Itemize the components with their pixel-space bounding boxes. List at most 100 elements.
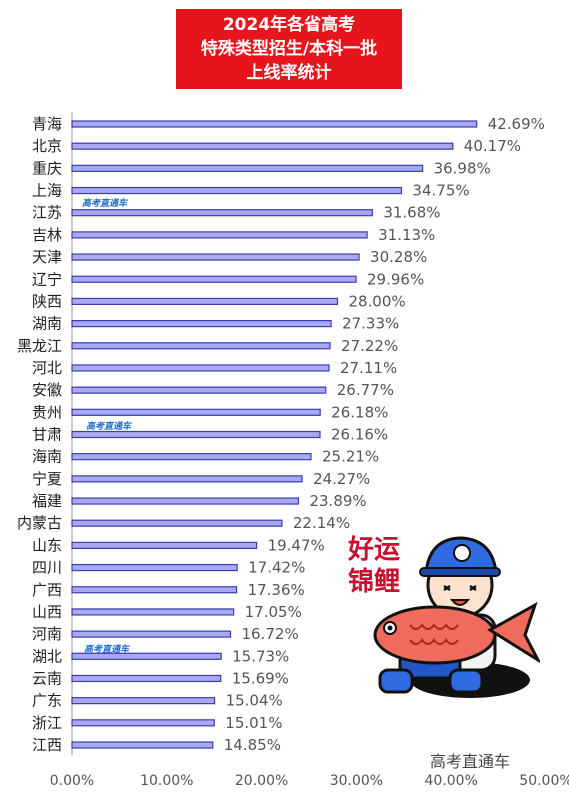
bar-四川 xyxy=(71,563,238,572)
value-label: 15.04% xyxy=(226,692,283,710)
bar-广东 xyxy=(71,697,216,705)
category-label: 安徽 xyxy=(32,381,62,399)
bar-河北 xyxy=(71,364,330,372)
bar-重庆 xyxy=(71,164,424,172)
category-label: 江苏 xyxy=(32,204,62,222)
value-label: 14.85% xyxy=(224,736,281,754)
bar-陕西 xyxy=(71,297,339,306)
category-label: 陕西 xyxy=(32,292,62,310)
category-label: 河北 xyxy=(32,359,62,377)
bar-北京 xyxy=(71,142,454,150)
category-label: 宁夏 xyxy=(32,470,62,488)
bar-辽宁 xyxy=(71,275,357,283)
category-label: 黑龙江 xyxy=(17,337,62,355)
bar-海南 xyxy=(71,453,312,461)
bar-天津 xyxy=(71,253,360,261)
koi-scales xyxy=(409,623,459,645)
bar-江苏 xyxy=(71,209,373,217)
value-label: 27.22% xyxy=(341,337,398,355)
category-label: 山东 xyxy=(32,536,62,554)
category-label: 甘肃 xyxy=(32,426,62,444)
bar-吉林 xyxy=(71,231,368,239)
category-label: 浙江 xyxy=(32,714,62,732)
category-label: 海南 xyxy=(32,448,62,466)
bar-云南 xyxy=(71,674,222,683)
x-tick-label: 0.00% xyxy=(50,773,94,789)
x-tick-label: 40.00% xyxy=(425,773,478,789)
koi-tail xyxy=(487,601,540,664)
bar-山东 xyxy=(71,541,258,549)
sticker-text-line-2: 锦鲤 xyxy=(348,566,400,597)
brand-watermark: 高考直通车 xyxy=(430,752,511,771)
bar-上海 xyxy=(71,186,403,195)
chart-title: 2024年各省高考 特殊类型招生/本科一批 上线率统计 xyxy=(176,9,402,89)
value-label: 27.11% xyxy=(340,359,397,377)
category-label: 北京 xyxy=(32,137,62,155)
value-label: 26.77% xyxy=(337,381,394,399)
value-label: 36.98% xyxy=(434,159,491,177)
lucky-koi-sticker: 好运 锦鲤 xyxy=(347,535,540,698)
value-label: 34.75% xyxy=(412,182,469,200)
value-label: 17.42% xyxy=(248,559,305,577)
value-label: 27.33% xyxy=(342,315,399,333)
value-label: 16.72% xyxy=(242,625,299,643)
value-label: 17.05% xyxy=(245,603,302,621)
value-label: 25.21% xyxy=(322,448,379,466)
bar-甘肃 xyxy=(71,430,321,439)
value-label: 15.73% xyxy=(232,647,289,665)
boy-boot-right xyxy=(448,668,484,694)
category-label: 江西 xyxy=(32,736,62,754)
category-label: 内蒙古 xyxy=(17,514,62,532)
boy-cap-brim xyxy=(419,567,501,577)
bar-内蒙古 xyxy=(71,519,283,527)
x-tick-label: 50.00% xyxy=(519,773,569,789)
category-label: 重庆 xyxy=(32,159,62,177)
watermark-text: 高考直通车 xyxy=(84,644,131,655)
title-line-2: 特殊类型招生/本科一批 xyxy=(200,39,378,59)
x-tick-label: 30.00% xyxy=(330,773,383,789)
boy-boot-left xyxy=(378,668,414,694)
category-label: 云南 xyxy=(32,669,62,687)
bar-山西 xyxy=(71,608,235,616)
category-label: 广东 xyxy=(32,692,62,710)
bar-浙江 xyxy=(71,719,215,727)
title-line-3: 上线率统计 xyxy=(246,63,332,83)
value-label: 26.18% xyxy=(331,403,388,421)
boy-mouth xyxy=(449,599,471,606)
title-line-1: 2024年各省高考 xyxy=(222,15,356,35)
bar-河南 xyxy=(71,630,232,638)
value-label: 30.28% xyxy=(370,248,427,266)
bar-贵州 xyxy=(71,408,321,416)
bar-青海 xyxy=(71,120,478,128)
x-tick-label: 10.00% xyxy=(140,773,193,789)
boy-eyes xyxy=(443,584,477,592)
bar-湖南 xyxy=(71,320,332,328)
sticker-text-line-1: 好运 xyxy=(347,535,400,565)
value-label: 17.36% xyxy=(248,581,305,599)
value-label: 31.13% xyxy=(378,226,435,244)
value-label: 22.14% xyxy=(293,514,350,532)
category-label: 福建 xyxy=(32,492,62,510)
bar-江西 xyxy=(71,741,214,749)
value-label: 23.89% xyxy=(309,492,366,510)
category-label: 湖南 xyxy=(32,315,62,333)
bar-广西 xyxy=(71,586,238,594)
bar-湖北 xyxy=(71,652,222,660)
value-label: 24.27% xyxy=(313,470,370,488)
value-label: 15.69% xyxy=(232,669,289,687)
bar-黑龙江 xyxy=(71,342,331,350)
category-label: 四川 xyxy=(32,559,62,577)
category-label: 天津 xyxy=(32,248,62,266)
watermark-text: 高考直通车 xyxy=(86,421,133,432)
bar-安徽 xyxy=(71,386,327,394)
value-label: 26.16% xyxy=(331,426,388,444)
value-label: 31.68% xyxy=(383,204,440,222)
value-label: 28.00% xyxy=(348,292,405,310)
category-label: 河南 xyxy=(32,625,62,643)
value-label: 15.01% xyxy=(225,714,282,732)
value-label: 29.96% xyxy=(367,270,424,288)
koi-body xyxy=(373,605,497,665)
category-label: 湖北 xyxy=(32,647,62,665)
category-label: 青海 xyxy=(32,115,62,133)
